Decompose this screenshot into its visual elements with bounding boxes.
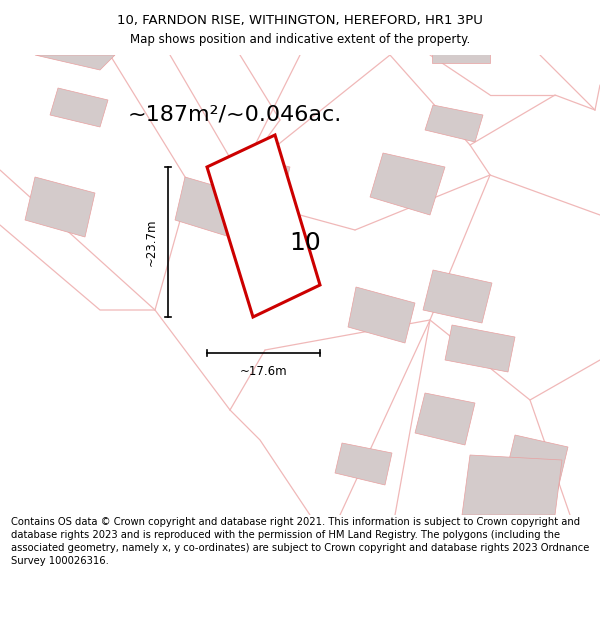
Polygon shape	[505, 435, 568, 489]
Polygon shape	[335, 443, 392, 485]
Text: Contains OS data © Crown copyright and database right 2021. This information is : Contains OS data © Crown copyright and d…	[11, 517, 589, 566]
Text: 10: 10	[289, 231, 321, 255]
Polygon shape	[462, 455, 562, 515]
Text: ~17.6m: ~17.6m	[239, 365, 287, 378]
Polygon shape	[25, 177, 95, 237]
Polygon shape	[348, 287, 415, 343]
Text: ~23.7m: ~23.7m	[145, 218, 158, 266]
Polygon shape	[425, 105, 483, 142]
Polygon shape	[35, 55, 115, 70]
Polygon shape	[370, 153, 445, 215]
Polygon shape	[423, 270, 492, 323]
Text: ~187m²/~0.046ac.: ~187m²/~0.046ac.	[128, 105, 342, 125]
Polygon shape	[207, 135, 320, 317]
Polygon shape	[445, 325, 515, 372]
Polygon shape	[175, 177, 240, 237]
Polygon shape	[232, 155, 290, 208]
Polygon shape	[415, 393, 475, 445]
Text: Map shows position and indicative extent of the property.: Map shows position and indicative extent…	[130, 32, 470, 46]
Text: 10, FARNDON RISE, WITHINGTON, HEREFORD, HR1 3PU: 10, FARNDON RISE, WITHINGTON, HEREFORD, …	[117, 14, 483, 27]
Polygon shape	[50, 88, 108, 127]
Polygon shape	[432, 53, 490, 63]
